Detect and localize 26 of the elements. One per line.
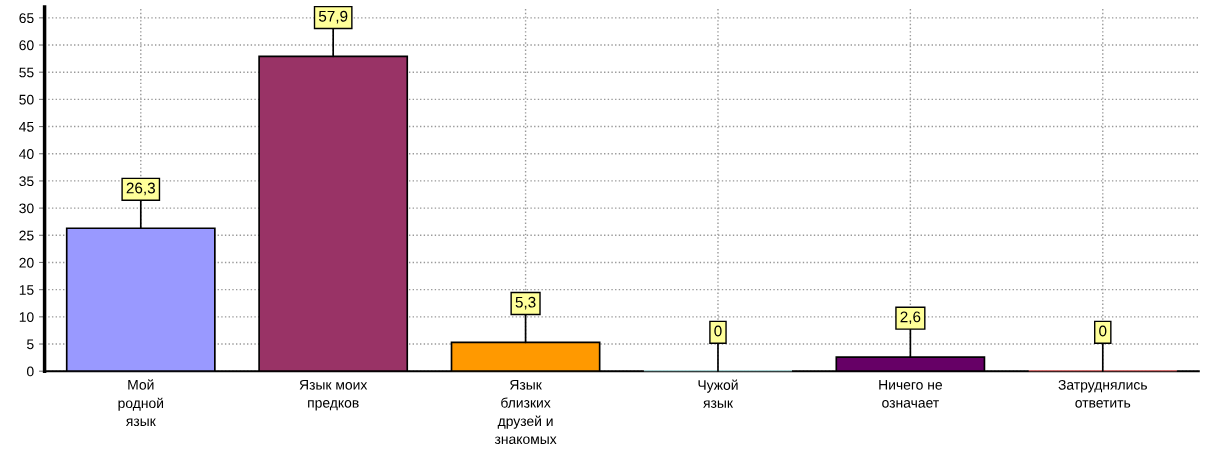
data-label: 26,3 [126, 182, 155, 196]
data-label: 0 [1099, 325, 1107, 337]
y-tick-label: 65 [19, 13, 34, 23]
y-tick-label: 20 [19, 257, 34, 268]
y-tick-label: 55 [19, 67, 34, 78]
y-tick-label: 15 [19, 285, 34, 295]
y-tick-label: 30 [19, 203, 34, 214]
y-tick-label: 10 [19, 312, 34, 323]
x-tick-label: Затруднялись ответить [1058, 379, 1147, 408]
data-label: 2,6 [900, 311, 921, 325]
x-tick-label: Язык близких друзей и знакомых [494, 380, 557, 445]
data-label: 0 [714, 325, 722, 337]
y-tick-label: 45 [19, 122, 34, 132]
x-tick-label: Язык моих предков [299, 380, 368, 411]
y-tick-label: 35 [19, 176, 34, 187]
y-tick-label: 50 [19, 94, 34, 105]
y-tick-label: 25 [19, 230, 34, 241]
y-tick-label: 5 [27, 339, 34, 350]
data-label: 57,9 [318, 10, 348, 24]
y-tick-label: 40 [19, 149, 34, 159]
data-label: 5,3 [515, 296, 536, 310]
x-tick-label: Ничего не означает [879, 380, 942, 408]
x-tick-label: Чужой язык [698, 379, 738, 408]
y-tick-label: 60 [19, 40, 34, 51]
x-tick-label: Мой родной язык [118, 379, 164, 427]
y-tick-label: 0 [26, 366, 34, 377]
